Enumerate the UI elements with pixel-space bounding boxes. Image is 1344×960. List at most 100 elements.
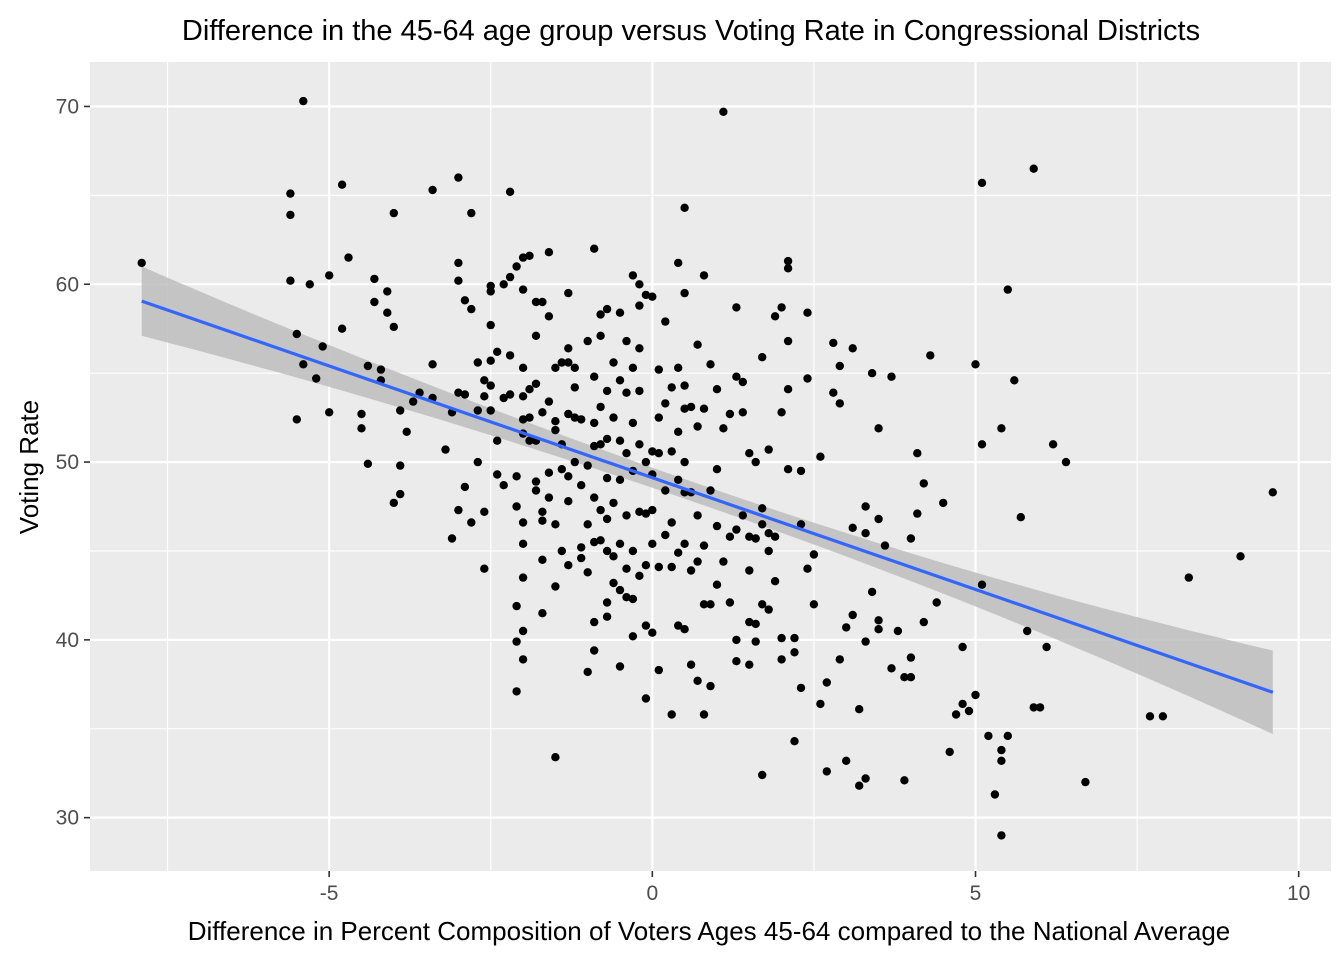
data-point bbox=[480, 507, 489, 516]
data-point bbox=[577, 415, 586, 424]
data-point bbox=[577, 481, 586, 490]
data-point bbox=[770, 577, 780, 586]
data-point bbox=[712, 385, 722, 394]
data-point bbox=[971, 360, 980, 369]
data-point bbox=[777, 303, 786, 312]
data-point bbox=[686, 566, 696, 575]
data-point bbox=[486, 406, 495, 415]
data-point bbox=[596, 505, 605, 515]
data-point bbox=[447, 534, 457, 543]
data-point bbox=[790, 633, 799, 643]
data-point bbox=[557, 358, 566, 367]
data-point bbox=[706, 360, 715, 369]
data-point bbox=[570, 457, 579, 467]
y-tick-label: 30 bbox=[56, 807, 79, 830]
data-point bbox=[738, 511, 747, 520]
data-point bbox=[699, 541, 709, 550]
data-point bbox=[590, 617, 599, 627]
data-point bbox=[564, 561, 573, 570]
data-point bbox=[861, 774, 870, 783]
data-point bbox=[628, 363, 638, 372]
data-point bbox=[396, 461, 405, 470]
confidence-band-layer bbox=[141, 266, 1273, 735]
data-point bbox=[622, 564, 631, 573]
data-point bbox=[751, 457, 760, 467]
data-point bbox=[596, 440, 605, 449]
data-point bbox=[544, 248, 554, 257]
data-point bbox=[641, 509, 651, 518]
data-point bbox=[1145, 712, 1155, 721]
data-point bbox=[842, 623, 851, 632]
data-point bbox=[292, 415, 301, 424]
data-point bbox=[796, 520, 806, 529]
data-point bbox=[551, 425, 560, 435]
data-point bbox=[906, 534, 916, 543]
data-point bbox=[286, 210, 295, 220]
data-point bbox=[648, 505, 657, 515]
data-point bbox=[615, 436, 625, 445]
data-point bbox=[699, 710, 709, 719]
data-point bbox=[538, 555, 547, 564]
data-point bbox=[590, 244, 599, 253]
data-point bbox=[706, 486, 715, 495]
data-point bbox=[467, 304, 476, 314]
data-point bbox=[712, 521, 722, 531]
data-point bbox=[363, 361, 373, 371]
data-point bbox=[363, 459, 373, 468]
data-point bbox=[551, 753, 560, 762]
data-point bbox=[602, 434, 612, 444]
data-point bbox=[913, 509, 922, 518]
data-point bbox=[628, 271, 638, 280]
plot-panel bbox=[90, 62, 1331, 871]
data-point bbox=[654, 449, 663, 458]
data-point bbox=[874, 625, 883, 634]
data-point bbox=[764, 546, 773, 556]
data-point bbox=[680, 625, 689, 634]
data-point bbox=[596, 536, 605, 545]
data-point bbox=[396, 406, 405, 415]
data-point bbox=[822, 767, 831, 776]
chart-title: Difference in the 45-64 age group versus… bbox=[182, 15, 1200, 47]
data-point bbox=[693, 340, 702, 349]
data-point bbox=[790, 737, 799, 746]
data-point bbox=[370, 274, 379, 284]
data-point bbox=[590, 493, 599, 502]
x-tick-label: 5 bbox=[970, 882, 982, 905]
data-point bbox=[764, 445, 773, 454]
data-point bbox=[842, 756, 851, 765]
data-point bbox=[615, 376, 625, 385]
data-point bbox=[557, 465, 566, 474]
data-point bbox=[460, 482, 470, 492]
data-point bbox=[137, 258, 146, 268]
data-point bbox=[590, 537, 599, 547]
data-point bbox=[344, 253, 353, 262]
data-point bbox=[602, 304, 612, 314]
data-point bbox=[654, 562, 663, 572]
data-point bbox=[984, 731, 993, 741]
data-point bbox=[570, 413, 579, 422]
data-point bbox=[661, 317, 670, 326]
data-point bbox=[693, 511, 702, 520]
data-point bbox=[383, 287, 392, 296]
data-point bbox=[493, 436, 502, 445]
x-axis-title: Difference in Percent Composition of Vot… bbox=[188, 916, 1231, 946]
data-point bbox=[680, 457, 689, 467]
data-point bbox=[764, 529, 773, 538]
data-point bbox=[913, 449, 922, 458]
data-point bbox=[357, 424, 366, 433]
data-point bbox=[1022, 626, 1032, 636]
data-point bbox=[803, 374, 812, 383]
data-point bbox=[809, 550, 819, 559]
data-point bbox=[829, 338, 838, 348]
data-point bbox=[887, 372, 896, 381]
data-point bbox=[712, 580, 722, 589]
data-point bbox=[538, 609, 547, 618]
data-point bbox=[661, 530, 670, 540]
data-point bbox=[867, 369, 877, 378]
data-point bbox=[538, 408, 547, 417]
data-point bbox=[518, 626, 528, 636]
data-point bbox=[719, 107, 728, 117]
data-point bbox=[861, 637, 870, 646]
data-point bbox=[531, 477, 541, 486]
